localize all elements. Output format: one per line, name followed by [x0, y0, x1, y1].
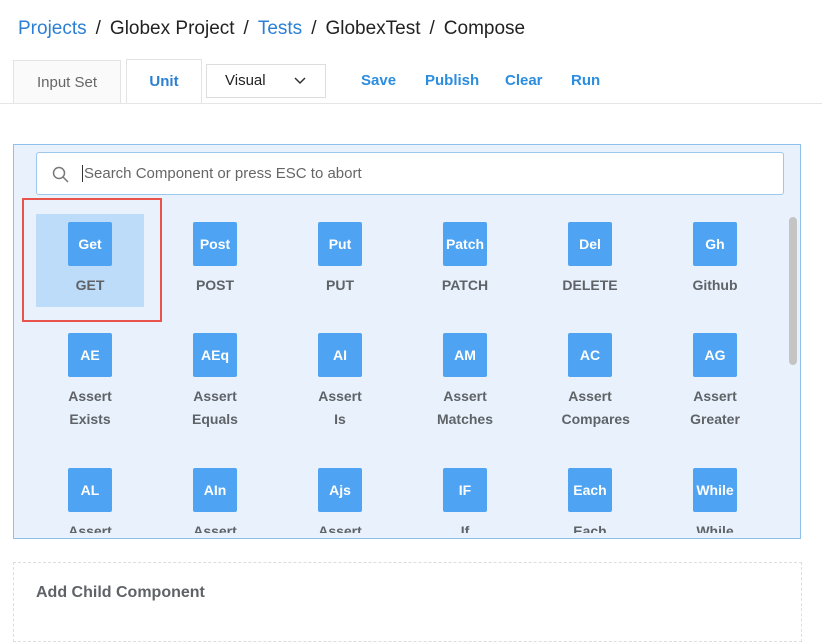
- breadcrumb: Projects / Globex Project / Tests / GlobexTest…: [18, 18, 534, 40]
- action-button[interactable]: Run: [571, 72, 601, 89]
- component-icon: Patch: [443, 222, 487, 266]
- component-tile[interactable]: Post POST: [153, 222, 278, 297]
- view-select[interactable]: Visual: [206, 64, 326, 98]
- component-icon: While: [693, 468, 737, 512]
- action-button[interactable]: Clear: [505, 72, 543, 89]
- selection-outline: [22, 198, 162, 322]
- search-placeholder: Search Component or press ESC to abort: [82, 165, 362, 182]
- component-label: Assert Matches: [436, 388, 494, 427]
- action-button[interactable]: Save: [361, 72, 397, 89]
- breadcrumb-separator: /: [429, 18, 435, 39]
- breadcrumb-item: Compose: [443, 18, 526, 39]
- component-tile[interactable]: AG Assert Greater: [653, 333, 778, 431]
- action-button[interactable]: Publish: [425, 72, 480, 89]
- breadcrumb-separator: /: [95, 18, 101, 39]
- component-tile[interactable]: AIn Assert In: [153, 468, 278, 533]
- component-tile[interactable]: Get GET: [28, 222, 153, 297]
- tab-divider: [0, 103, 822, 104]
- component-label: Assert Compares: [561, 388, 630, 427]
- component-tile[interactable]: Gh Github: [653, 222, 778, 297]
- component-icon: AEq: [193, 333, 237, 377]
- breadcrumb-item[interactable]: Tests: [257, 18, 303, 39]
- component-tile[interactable]: AL Assert Less: [28, 468, 153, 533]
- component-label: Assert Less: [68, 523, 112, 533]
- component-tile[interactable]: AI Assert Is: [278, 333, 403, 431]
- component-icon: Each: [568, 468, 612, 512]
- component-tile[interactable]: AE Assert Exists: [28, 333, 153, 431]
- component-tile[interactable]: AC Assert Compares: [528, 333, 653, 431]
- component-tile[interactable]: Ajs Assert Valid: [278, 468, 403, 533]
- component-tile[interactable]: AEq Assert Equals: [153, 333, 278, 431]
- component-label: PUT: [326, 277, 354, 293]
- component-label: If: [460, 523, 470, 533]
- component-label: Assert Equals: [192, 388, 238, 427]
- component-tile[interactable]: IF If: [403, 468, 528, 533]
- component-icon: Post: [193, 222, 237, 266]
- chevron: [294, 77, 306, 85]
- component-icon: Ajs: [318, 468, 362, 512]
- breadcrumb-item: GlobexTest: [325, 18, 421, 39]
- component-label: DELETE: [562, 277, 618, 293]
- component-label: Assert Valid: [318, 523, 362, 533]
- component-label: Assert Greater: [690, 388, 740, 427]
- component-tile[interactable]: While While: [653, 468, 778, 533]
- component-label: Assert Is: [318, 388, 362, 427]
- tab[interactable]: Input Set: [13, 60, 121, 103]
- component-label: POST: [195, 277, 235, 293]
- search-icon: [52, 166, 69, 183]
- tab[interactable]: Unit: [126, 59, 202, 103]
- component-tile[interactable]: AM Assert Matches: [403, 333, 528, 431]
- component-icon: AC: [568, 333, 612, 377]
- add-child-label: Add Child Component: [36, 584, 205, 601]
- component-icon: AIn: [193, 468, 237, 512]
- component-label: Assert Exists: [68, 388, 112, 427]
- component-icon: Get: [68, 222, 112, 266]
- component-icon: AE: [68, 333, 112, 377]
- component-label: GET: [75, 277, 105, 293]
- component-label: Github: [692, 277, 738, 293]
- view-select-value: Visual: [225, 72, 266, 89]
- component-label: Assert In: [193, 523, 237, 533]
- component-tile[interactable]: Put PUT: [278, 222, 403, 297]
- component-tile[interactable]: Each Each: [528, 468, 653, 533]
- component-tile[interactable]: Del DELETE: [528, 222, 653, 297]
- component-icon: AL: [68, 468, 112, 512]
- component-icon: Put: [318, 222, 362, 266]
- component-icon: AM: [443, 333, 487, 377]
- component-tile[interactable]: Patch PATCH: [403, 222, 528, 297]
- breadcrumb-item: Globex Project: [109, 18, 235, 39]
- breadcrumb-item[interactable]: Projects: [18, 18, 87, 39]
- component-panel: [13, 144, 801, 539]
- breadcrumb-separator: /: [243, 18, 249, 39]
- scrollbar: [789, 217, 797, 365]
- component-icon: Gh: [693, 222, 737, 266]
- search-box[interactable]: Search Component or press ESC to abort: [36, 152, 784, 195]
- breadcrumb-separator: /: [311, 18, 317, 39]
- component-label: Each: [573, 523, 607, 533]
- component-label: While: [696, 523, 734, 533]
- add-child-box[interactable]: Add Child Component: [13, 562, 802, 642]
- component-grid: Get GET Post POST Put PUT Patch PATCH Del DELETE G…: [14, 205, 786, 533]
- component-icon: Del: [568, 222, 612, 266]
- component-icon: IF: [443, 468, 487, 512]
- component-icon: AG: [693, 333, 737, 377]
- component-icon: AI: [318, 333, 362, 377]
- component-label: PATCH: [441, 277, 489, 293]
